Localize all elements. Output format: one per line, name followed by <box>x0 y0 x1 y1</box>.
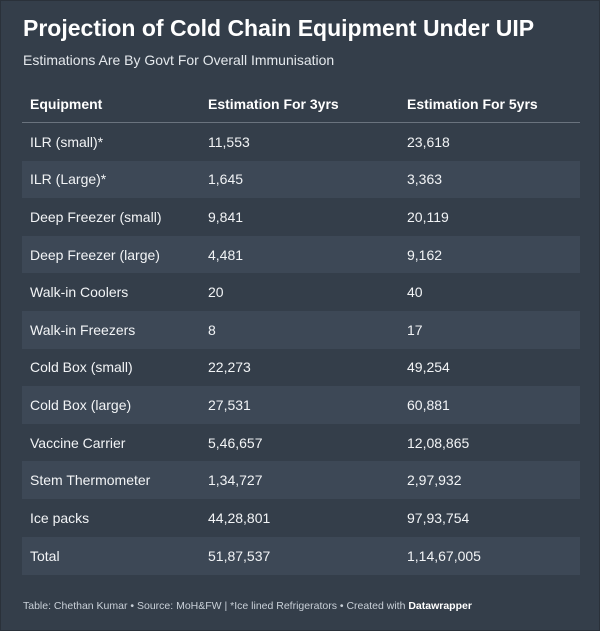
cell-3yrs: 22,273 <box>208 359 251 376</box>
column-header-5yrs: Estimation For 5yrs <box>399 86 580 123</box>
table-row: ILR (Large)* 1,645 3,363 <box>22 160 580 199</box>
cell-5yrs: 40 <box>407 284 423 301</box>
table-row: Cold Box (small) 22,273 49,254 <box>22 349 580 387</box>
table-row-total: Total 51,87,537 1,14,67,005 <box>22 536 580 576</box>
cell-3yrs: 1,34,727 <box>200 461 399 499</box>
cell-3yrs: 27,531 <box>200 386 399 424</box>
cell-equipment: Total <box>22 536 200 576</box>
cell-5yrs: 3,363 <box>399 160 580 199</box>
cell-equipment: Stem Thermometer <box>22 461 200 499</box>
cell-5yrs: 17 <box>399 310 580 349</box>
chart-subtitle: Estimations Are By Govt For Overall Immu… <box>23 52 335 68</box>
cell-equipment: Deep Freezer (large) <box>22 235 200 274</box>
table-header-row: Equipment Estimation For 3yrs Estimation… <box>22 86 580 123</box>
cell-5yrs: 49,254 <box>407 359 450 376</box>
cell-equipment: Walk-in Freezers <box>22 310 200 349</box>
table-row: Walk-in Freezers 8 17 <box>22 310 580 349</box>
table-row: ILR (small)* 11,553 23,618 <box>22 123 580 161</box>
data-table: Equipment Estimation For 3yrs Estimation… <box>22 86 580 576</box>
cell-equipment: Ice packs <box>30 509 90 526</box>
table-row: Cold Box (large) 27,531 60,881 <box>22 386 580 424</box>
cell-equipment: Walk-in Coolers <box>30 284 129 301</box>
cell-3yrs: 1,645 <box>200 160 399 199</box>
cell-5yrs: 1,14,67,005 <box>399 536 580 576</box>
chart-title: Projection of Cold Chain Equipment Under… <box>23 15 535 41</box>
cell-5yrs: 60,881 <box>399 386 580 424</box>
cell-equipment: Vaccine Carrier <box>30 434 126 451</box>
cell-equipment: Cold Box (large) <box>22 386 200 424</box>
table-row: Deep Freezer (small) 9,841 20,119 <box>22 198 580 236</box>
column-header-3yrs: Estimation For 3yrs <box>200 86 399 123</box>
table-row: Stem Thermometer 1,34,727 2,97,932 <box>22 461 580 499</box>
cell-equipment: ILR (small)* <box>30 133 104 150</box>
footer-text: Table: Chethan Kumar • Source: MoH&FW | … <box>23 600 409 612</box>
cell-5yrs: 20,119 <box>407 208 449 225</box>
cell-equipment: Cold Box (small) <box>30 359 133 376</box>
cell-5yrs: 23,618 <box>407 133 450 150</box>
cell-3yrs: 51,87,537 <box>200 536 399 576</box>
cell-3yrs: 5,46,657 <box>208 434 263 451</box>
cell-5yrs: 2,97,932 <box>399 461 580 499</box>
chart-footer: Table: Chethan Kumar • Source: MoH&FW | … <box>23 600 472 612</box>
table-row: Deep Freezer (large) 4,481 9,162 <box>22 235 580 274</box>
footer-brand: Datawrapper <box>408 600 472 612</box>
cell-3yrs: 8 <box>200 310 399 349</box>
cell-3yrs: 9,841 <box>208 208 244 225</box>
table-row: Ice packs 44,28,801 97,93,754 <box>22 499 580 537</box>
table-row: Walk-in Coolers 20 40 <box>22 273 580 311</box>
cell-5yrs: 12,08,865 <box>407 434 470 451</box>
cell-3yrs: 4,481 <box>200 235 399 274</box>
cell-equipment: ILR (Large)* <box>22 160 200 199</box>
cell-5yrs: 97,93,754 <box>407 509 470 526</box>
table-row: Vaccine Carrier 5,46,657 12,08,865 <box>22 424 580 462</box>
cell-equipment: Deep Freezer (small) <box>30 208 162 225</box>
cell-3yrs: 11,553 <box>208 133 250 150</box>
column-header-equipment: Equipment <box>22 86 200 123</box>
cell-3yrs: 44,28,801 <box>208 509 271 526</box>
cell-3yrs: 20 <box>208 284 224 301</box>
cell-5yrs: 9,162 <box>399 235 580 274</box>
table-body: ILR (small)* 11,553 23,618 ILR (Large)* 1,64… <box>22 123 580 576</box>
